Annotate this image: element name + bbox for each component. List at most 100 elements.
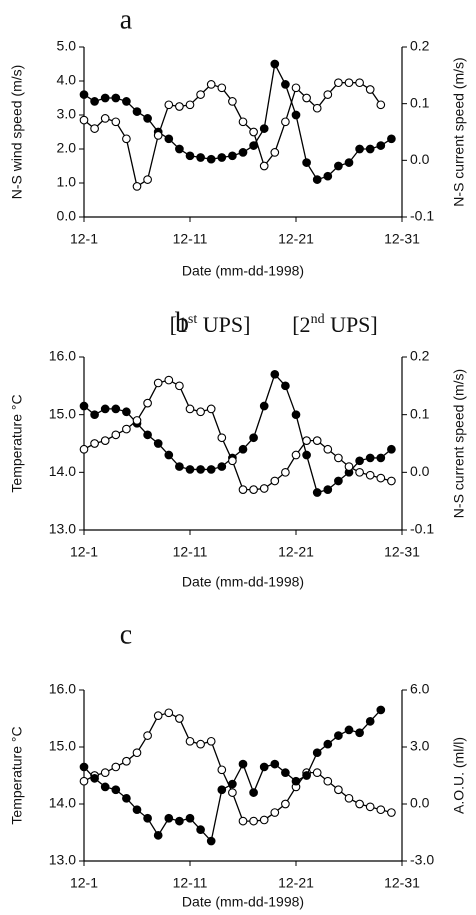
data-point: [79, 776, 89, 786]
data-point: [323, 739, 333, 749]
data-point: [164, 375, 174, 385]
data-point: [355, 467, 364, 477]
data-point: [217, 765, 227, 775]
annotation: [2nd UPS]: [292, 312, 378, 337]
data-point: [312, 768, 322, 778]
data-point: [344, 462, 354, 471]
x-tick-label: 12-11: [173, 544, 208, 560]
data-point: [228, 151, 237, 161]
data-point: [111, 404, 121, 414]
data-point: [323, 485, 333, 494]
data-point: [111, 93, 121, 103]
data-point: [387, 134, 396, 144]
y-tick-label: 15.0: [49, 405, 76, 421]
data-point: [365, 716, 375, 726]
data-point: [281, 768, 290, 778]
data-point: [100, 114, 110, 123]
data-point: [206, 404, 216, 414]
data-point: [365, 85, 375, 94]
y-axis-title: Temperature °C: [9, 726, 25, 824]
data-point: [90, 773, 99, 783]
data-point: [196, 407, 205, 417]
data-point: [312, 748, 322, 758]
y-tick-label: 14.0: [49, 463, 76, 479]
data-point: [302, 436, 311, 445]
data-point: [376, 100, 386, 110]
series-line: [83, 709, 382, 843]
x-tick-label: 12-21: [278, 875, 314, 891]
x-tick-label: 12-1: [70, 544, 98, 560]
data-point: [281, 117, 290, 127]
data-point: [334, 161, 343, 171]
data-point: [206, 80, 216, 89]
data-point: [302, 771, 311, 780]
annotation-part: [1: [170, 312, 188, 337]
x-tick-label: 12-31: [384, 231, 420, 247]
x-axis-title: Date (mm-dd-1998): [182, 894, 304, 910]
y-tick-label: 4.0: [57, 72, 77, 88]
data-point: [153, 830, 163, 840]
data-point: [228, 788, 237, 797]
data-point: [365, 453, 375, 463]
data-point: [175, 462, 184, 471]
data-point: [185, 404, 195, 414]
data-point: [281, 467, 290, 477]
data-point: [185, 813, 195, 823]
data-point: [376, 453, 386, 463]
data-point: [100, 93, 110, 103]
data-point: [175, 102, 184, 111]
data-point: [355, 456, 364, 466]
data-point: [185, 151, 195, 161]
y-tick-label: 3.0: [57, 106, 77, 122]
data-point: [79, 762, 89, 772]
data-point: [249, 127, 258, 137]
data-point: [281, 799, 290, 809]
data-point: [100, 768, 110, 778]
y-tick-label: 13.0: [49, 852, 76, 868]
data-point: [217, 785, 227, 795]
data-point: [132, 748, 142, 758]
data-point: [79, 115, 89, 125]
data-point: [355, 799, 364, 809]
data-point: [249, 485, 258, 494]
data-point: [344, 725, 354, 735]
y-axis-title: Temperature °C: [9, 394, 25, 492]
data-point: [132, 107, 142, 116]
data-point: [185, 736, 195, 746]
data-point: [281, 80, 290, 89]
y2-tick-label: 6.0: [410, 681, 430, 697]
data-point: [100, 404, 110, 414]
data-point: [312, 175, 322, 184]
y2-tick-label: 3.0: [410, 738, 430, 754]
data-point: [122, 97, 131, 106]
data-point: [249, 433, 258, 443]
data-point: [291, 110, 301, 120]
data-point: [291, 450, 301, 460]
data-point: [206, 836, 216, 846]
data-point: [143, 114, 152, 123]
y2-tick-label: 0.1: [410, 94, 430, 110]
data-point: [111, 117, 121, 127]
data-point: [196, 153, 205, 162]
data-point: [334, 785, 343, 795]
data-point: [387, 476, 396, 486]
data-point: [217, 462, 227, 471]
data-point: [122, 134, 131, 144]
data-point: [217, 83, 227, 93]
data-point: [111, 762, 121, 772]
panel: b[1st UPS] [2nd UPS]13.014.015.016.0-0.10…: [9, 307, 467, 589]
data-point: [249, 788, 258, 797]
data-point: [90, 410, 99, 420]
x-tick-label: 12-11: [173, 231, 208, 247]
data-point: [323, 776, 333, 786]
y2-tick-label: 0.0: [410, 463, 430, 479]
data-point: [344, 158, 354, 167]
y-tick-label: 14.0: [49, 795, 76, 811]
y-tick-label: 2.0: [57, 140, 77, 156]
data-point: [238, 485, 248, 494]
data-point: [196, 825, 205, 835]
panel: a 0.0 1.0 2.0 3.0 4.0 5.0 -0.1 0.0 0.1 0.2 12-1 12-1…: [9, 4, 467, 278]
data-point: [270, 808, 280, 817]
data-point: [164, 813, 174, 823]
